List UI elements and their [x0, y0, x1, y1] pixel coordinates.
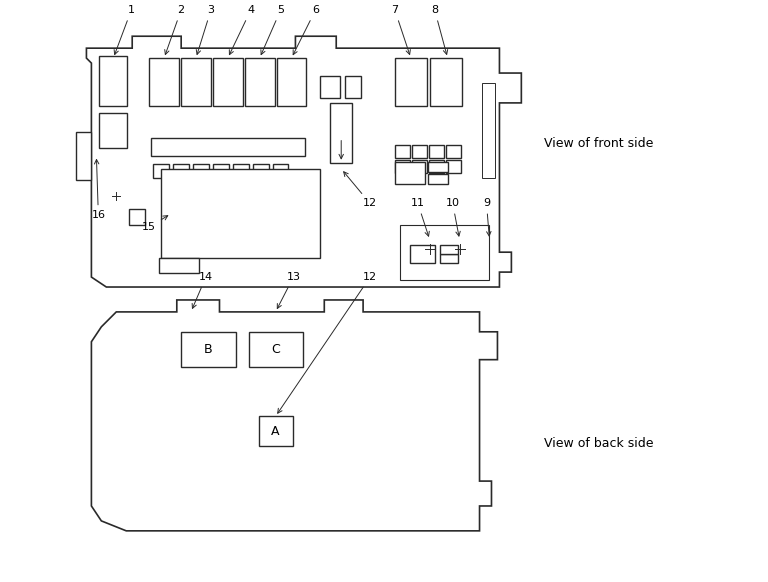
Circle shape — [307, 140, 319, 152]
Bar — [273, 164, 289, 178]
Text: 9: 9 — [483, 198, 491, 236]
Circle shape — [445, 189, 455, 198]
Circle shape — [421, 240, 439, 258]
Text: 10: 10 — [445, 198, 460, 236]
Bar — [400, 225, 489, 280]
Text: 2: 2 — [164, 5, 184, 55]
Text: 12: 12 — [343, 172, 377, 208]
Circle shape — [482, 242, 496, 255]
Bar — [149, 58, 179, 106]
Bar — [330, 103, 353, 162]
Bar — [429, 159, 444, 173]
Bar — [249, 332, 303, 367]
Bar — [193, 164, 209, 178]
Polygon shape — [77, 132, 91, 179]
Polygon shape — [87, 36, 521, 287]
Bar — [99, 113, 127, 148]
Text: 14: 14 — [192, 272, 213, 308]
Bar — [181, 58, 211, 106]
Text: 15: 15 — [142, 215, 167, 232]
Text: B: B — [204, 343, 212, 356]
Bar — [428, 162, 448, 172]
Bar — [99, 56, 127, 106]
Bar — [412, 159, 427, 173]
Bar — [151, 138, 306, 155]
Bar — [320, 76, 340, 98]
Text: 12: 12 — [278, 272, 377, 413]
Circle shape — [104, 169, 122, 186]
Circle shape — [408, 189, 418, 198]
Bar — [410, 245, 435, 263]
Polygon shape — [91, 300, 498, 531]
Text: 13: 13 — [277, 272, 300, 308]
Text: View of back side: View of back side — [545, 436, 654, 450]
Bar — [259, 416, 293, 446]
Text: 5: 5 — [261, 5, 284, 55]
Text: 16: 16 — [91, 159, 105, 221]
Bar — [482, 83, 495, 178]
Circle shape — [109, 189, 123, 203]
Bar — [395, 159, 410, 173]
Bar — [213, 164, 229, 178]
Bar — [445, 145, 461, 158]
Bar — [153, 164, 169, 178]
Text: A: A — [271, 425, 280, 438]
Bar — [440, 244, 458, 254]
Bar — [233, 164, 249, 178]
Bar — [213, 58, 243, 106]
Text: 7: 7 — [392, 5, 410, 55]
Text: 3: 3 — [197, 5, 214, 55]
Text: 6: 6 — [293, 5, 319, 55]
Bar — [129, 209, 145, 225]
Bar — [429, 145, 444, 158]
Bar — [245, 58, 274, 106]
Bar — [395, 145, 410, 158]
Text: 11: 11 — [411, 198, 429, 236]
Bar — [412, 145, 427, 158]
Circle shape — [451, 240, 468, 258]
Bar — [395, 162, 425, 183]
Bar — [445, 159, 461, 173]
Bar — [440, 254, 458, 263]
Bar — [428, 173, 448, 183]
Text: 4: 4 — [230, 5, 254, 55]
Bar — [345, 76, 361, 98]
Bar — [161, 169, 320, 258]
Text: 8: 8 — [431, 5, 448, 54]
Circle shape — [114, 471, 133, 491]
Bar — [253, 164, 269, 178]
Bar — [276, 58, 306, 106]
Bar — [159, 258, 199, 273]
Bar — [430, 58, 462, 106]
Text: 1: 1 — [114, 5, 134, 55]
Text: C: C — [271, 343, 280, 356]
Bar — [181, 332, 236, 367]
Bar — [395, 58, 427, 106]
Bar — [173, 164, 189, 178]
Text: View of front side: View of front side — [545, 137, 654, 150]
